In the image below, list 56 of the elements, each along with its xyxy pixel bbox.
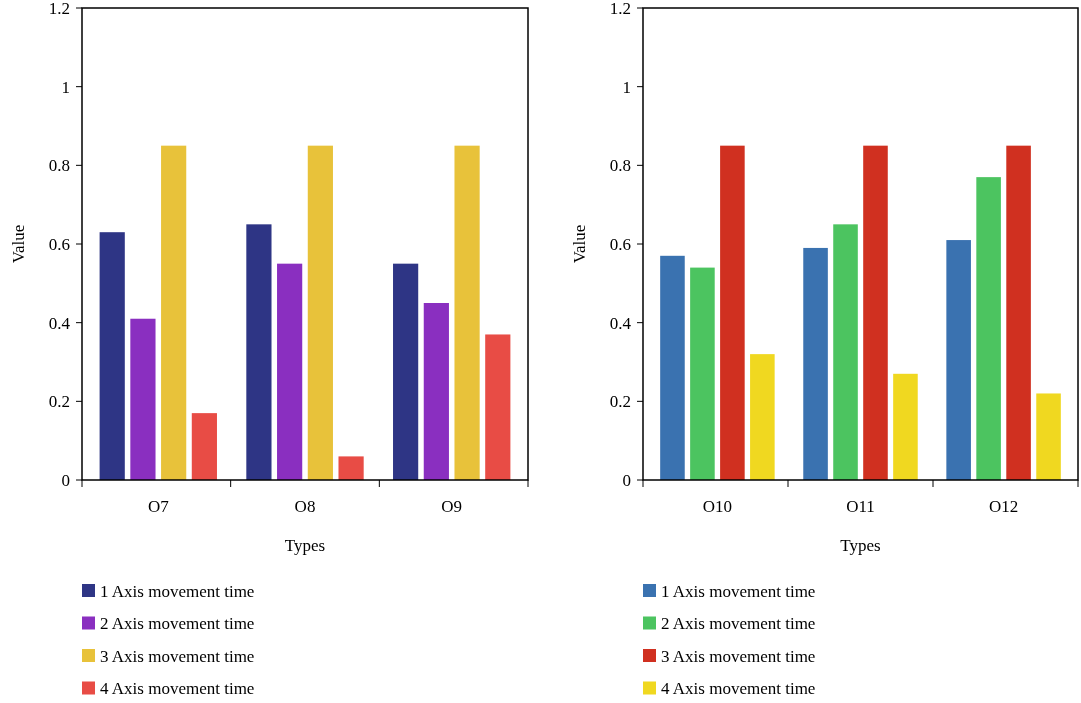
x-tick-label: O11 [846, 497, 875, 516]
bar [976, 177, 1001, 480]
x-tick-label: O10 [702, 497, 733, 516]
bar [99, 232, 125, 480]
y-tick-label: 0.6 [48, 234, 70, 254]
bar [423, 303, 449, 480]
bar [191, 413, 217, 480]
y-tick-label: 1 [622, 77, 631, 97]
y-tick-label: 1.2 [48, 0, 70, 18]
y-tick-label: 0.2 [48, 392, 70, 412]
y-tick-label: 0 [622, 470, 631, 490]
x-axis-title: Types [840, 536, 881, 555]
legend-label: 1 Axis movement time [100, 581, 255, 601]
x-tick-label: O9 [441, 497, 463, 516]
y-tick-label: 0.8 [609, 156, 631, 176]
bar [690, 267, 715, 480]
bar [946, 240, 971, 480]
y-tick-label: 0.4 [609, 313, 632, 333]
bar [833, 224, 858, 480]
bar [750, 354, 775, 480]
y-tick-label: 1 [61, 77, 70, 97]
bar [454, 145, 480, 480]
y-tick-label: 1.2 [609, 0, 631, 18]
y-tick-label: 0.4 [48, 313, 71, 333]
bar [130, 318, 156, 480]
x-tick-label: O7 [147, 497, 170, 516]
legend-label: 4 Axis movement time [661, 679, 816, 699]
y-tick-label: 0.2 [609, 392, 631, 412]
bar [1006, 145, 1031, 480]
legend-label: 2 Axis movement time [100, 614, 255, 634]
y-axis-title: Value [570, 224, 589, 264]
bar [277, 263, 303, 480]
bar [246, 224, 272, 480]
x-tick-label: O8 [294, 497, 316, 516]
bar [720, 145, 745, 480]
legend-label: 2 Axis movement time [661, 614, 816, 634]
y-tick-label: 0.8 [48, 156, 70, 176]
bar [893, 373, 918, 480]
y-tick-label: 0 [61, 470, 70, 490]
y-axis-title: Value [9, 224, 28, 264]
bar [161, 145, 187, 480]
x-tick-label: O12 [988, 497, 1019, 516]
bar [660, 255, 685, 480]
legend-label: 4 Axis movement time [100, 679, 255, 699]
y-tick-label: 0.6 [609, 234, 631, 254]
x-axis-title: Types [284, 536, 326, 555]
bar [393, 263, 419, 480]
legend-label: 3 Axis movement time [661, 646, 816, 666]
bar [863, 145, 888, 480]
bar [485, 334, 511, 480]
bar [803, 247, 828, 480]
legend-label: 1 Axis movement time [661, 581, 816, 601]
bar [307, 145, 333, 480]
legend-label: 3 Axis movement time [100, 646, 255, 666]
bar [1036, 393, 1061, 480]
bar [338, 456, 364, 480]
